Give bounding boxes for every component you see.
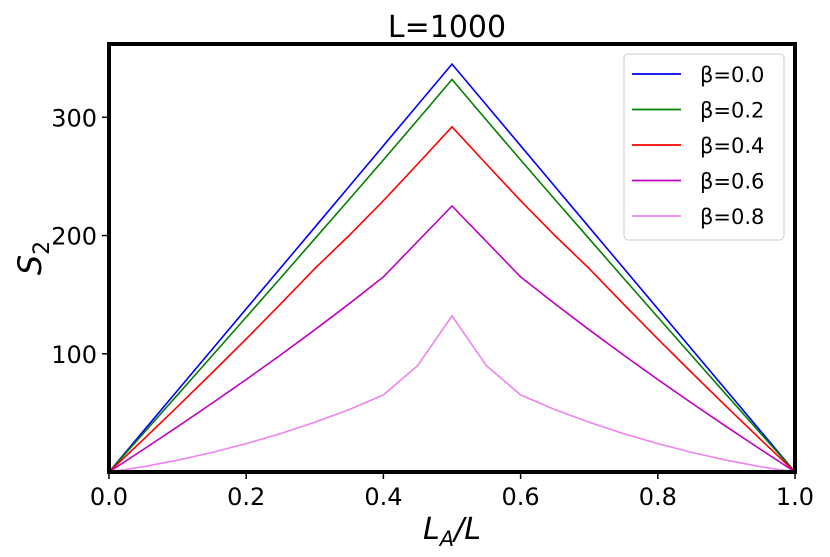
y-axis-ticks: 100 200 300 bbox=[51, 104, 109, 369]
x-tick-label: 0.6 bbox=[502, 483, 540, 511]
legend-label-0: β=0.0 bbox=[700, 63, 764, 87]
y-tick-label: 200 bbox=[51, 223, 97, 251]
x-axis-label: LA/L bbox=[423, 512, 481, 551]
legend-label-2: β=0.4 bbox=[700, 134, 764, 158]
x-tick-label: 0.4 bbox=[364, 483, 402, 511]
series-line-1 bbox=[108, 78, 796, 473]
x-tick-label: 0.0 bbox=[90, 483, 128, 511]
series-line-0 bbox=[108, 62, 796, 473]
y-tick-label: 100 bbox=[51, 341, 97, 369]
x-axis-ticks: 0.0 0.2 0.4 0.6 0.8 1.0 bbox=[90, 472, 814, 511]
y-tick-label: 300 bbox=[51, 104, 97, 132]
svg-text:S2: S2 bbox=[11, 241, 55, 275]
legend: β=0.0 β=0.2 β=0.4 β=0.6 β=0.8 bbox=[623, 53, 785, 241]
series-line-4 bbox=[108, 314, 796, 473]
plot-frame bbox=[107, 42, 797, 474]
legend-box bbox=[623, 53, 785, 241]
legend-label-1: β=0.2 bbox=[700, 99, 764, 123]
x-tick-label: 0.2 bbox=[227, 483, 265, 511]
y-axis-label: S2 bbox=[11, 241, 55, 275]
chart-title: L=1000 bbox=[388, 10, 506, 45]
x-tick-label: 1.0 bbox=[776, 483, 814, 511]
series-lines bbox=[108, 62, 796, 473]
legend-label-3: β=0.6 bbox=[700, 170, 764, 194]
x-tick-label: 0.8 bbox=[639, 483, 677, 511]
series-line-3 bbox=[108, 204, 796, 473]
legend-label-4: β=0.8 bbox=[700, 205, 764, 229]
series-line-2 bbox=[108, 125, 796, 473]
